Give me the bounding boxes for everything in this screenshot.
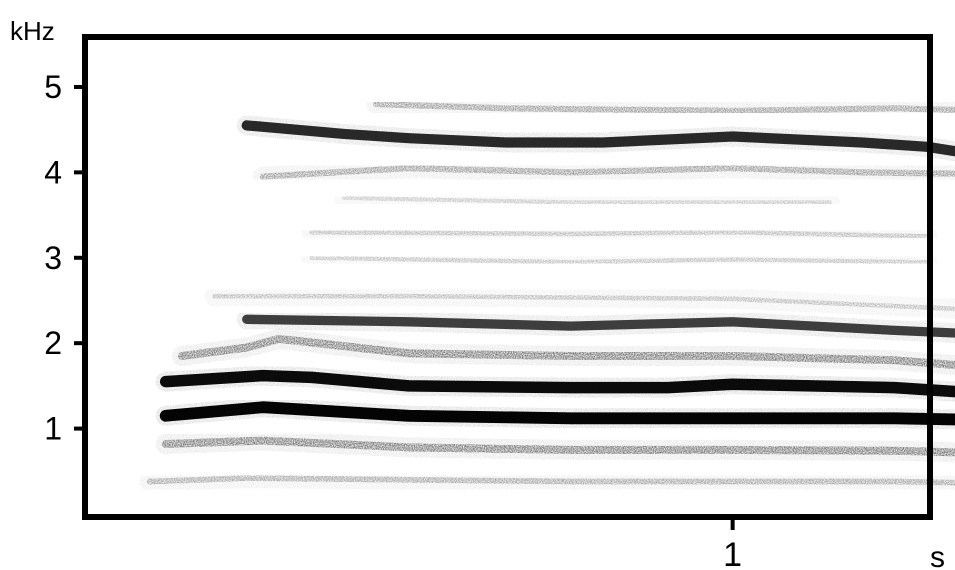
formant-band-0 <box>139 468 955 493</box>
formant-band-core <box>241 120 955 157</box>
y-tick-label: 2 <box>44 325 62 361</box>
formant-band-8 <box>301 222 937 247</box>
formant-band-core <box>159 369 955 398</box>
formant-band-7 <box>301 247 937 273</box>
formant-band-9 <box>333 188 840 213</box>
y-axis-label: kHz <box>10 16 55 46</box>
formant-band-1 <box>155 430 955 463</box>
formant-band-core <box>212 293 955 312</box>
axis-ticks: 1234512 <box>44 69 742 570</box>
formant-band-core <box>177 334 955 370</box>
x-axis-label: s <box>930 541 945 570</box>
x-tick-label: 1 <box>723 536 742 570</box>
formant-band-11 <box>236 115 955 162</box>
formant-band-10 <box>252 158 955 187</box>
formant-band-core <box>161 436 955 457</box>
plot-frame <box>82 34 933 520</box>
y-tick-label: 1 <box>44 411 62 447</box>
formant-band-6 <box>204 286 955 319</box>
formant-band-core <box>146 475 955 486</box>
y-tick-label: 5 <box>44 69 62 105</box>
formant-band-4 <box>171 328 955 376</box>
formant-band-core <box>159 401 955 426</box>
formant-band-core <box>242 314 955 338</box>
formant-band-core <box>341 195 832 205</box>
y-tick-label: 3 <box>44 240 62 276</box>
y-tick-label: 4 <box>44 154 62 190</box>
formant-band-2 <box>155 397 955 430</box>
formant-band-core <box>259 165 955 180</box>
formant-band-12 <box>366 94 955 121</box>
formant-band-core <box>309 255 930 265</box>
formant-band-core <box>309 229 930 239</box>
formant-band-5 <box>236 309 955 344</box>
formant-bands <box>139 94 955 493</box>
formant-band-3 <box>155 365 955 402</box>
